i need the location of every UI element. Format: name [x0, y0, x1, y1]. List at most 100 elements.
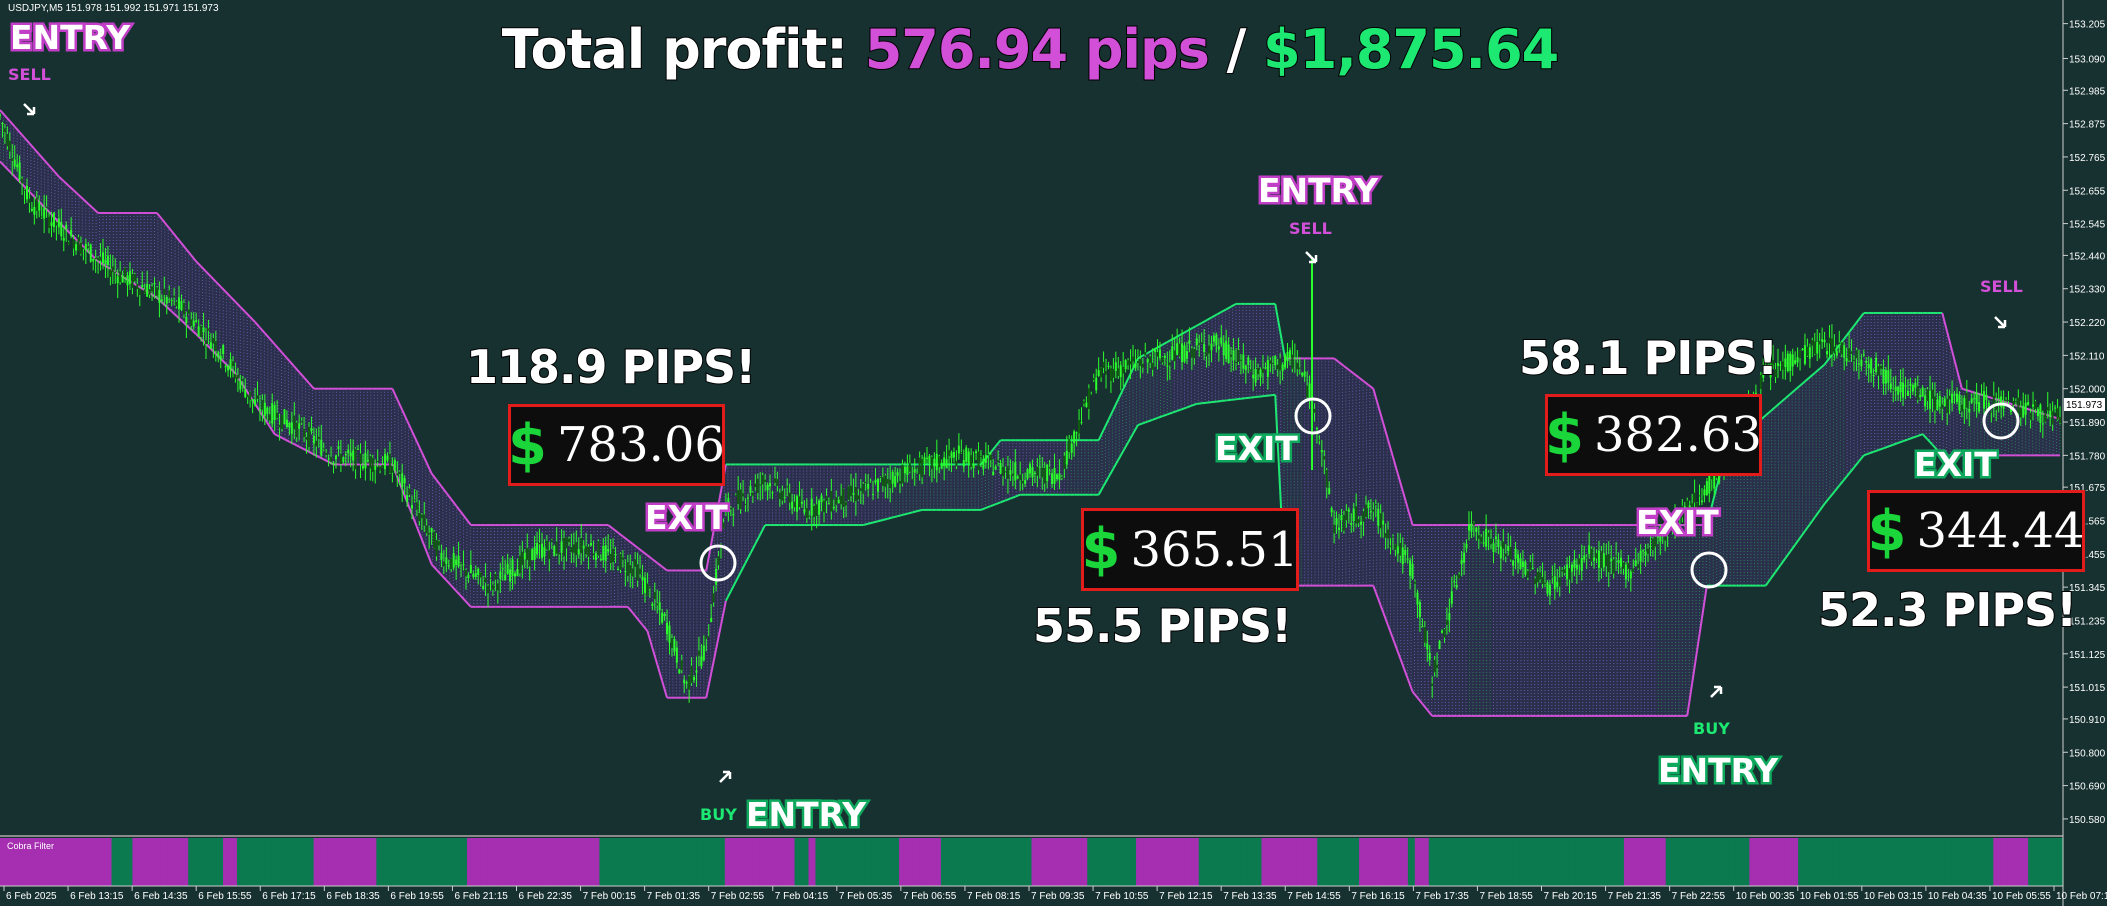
candle-body	[2029, 412, 2032, 420]
band-edge	[1112, 459, 1120, 470]
candle-body	[685, 682, 688, 684]
candle-body	[1892, 389, 1895, 391]
band-edge	[254, 321, 261, 329]
candle-body	[1313, 408, 1316, 413]
candle-body	[175, 301, 178, 307]
candle-body	[705, 636, 708, 639]
band-edge	[411, 430, 418, 443]
candle-body	[1222, 342, 1225, 356]
candle-body	[1433, 659, 1436, 673]
candle-body	[415, 502, 418, 510]
candle-body	[75, 244, 78, 251]
band-edge	[455, 505, 462, 513]
candle-body	[776, 478, 779, 487]
y-tick-label: 151.235	[2069, 616, 2106, 627]
filter-bar	[571, 838, 580, 886]
filter-bar	[2014, 838, 2022, 886]
y-tick-label: 151.015	[2069, 683, 2106, 694]
candle-body	[2017, 397, 2020, 414]
filter-bar	[1177, 838, 1186, 886]
band-edge	[166, 306, 173, 313]
candle-body	[1519, 558, 1522, 570]
filter-bar	[1833, 838, 1841, 886]
filter-bar	[1226, 838, 1235, 886]
filter-bar	[731, 838, 740, 886]
candle-body	[138, 288, 141, 295]
candle-body	[563, 537, 566, 557]
candle-body	[268, 414, 271, 421]
candle-body	[653, 591, 656, 600]
candle-body	[1612, 559, 1615, 574]
filter-bar	[453, 838, 461, 886]
filter-bar	[1930, 838, 1939, 886]
band-edge	[1686, 683, 1694, 717]
candle-body	[261, 400, 264, 410]
candle-body	[1845, 357, 1848, 362]
band-edge	[1696, 618, 1703, 651]
candle-body	[1870, 358, 1873, 374]
candle-body	[1136, 360, 1139, 363]
dollar-icon: $	[1081, 517, 1121, 582]
candle-body	[1306, 385, 1309, 398]
candle-body	[494, 573, 497, 580]
band-edge	[190, 254, 197, 263]
candle-body	[1806, 346, 1809, 356]
title-prefix: Total profit:	[501, 17, 865, 82]
filter-bar	[362, 838, 370, 886]
filter-bar	[1059, 838, 1067, 886]
x-tick-label: 10 Feb 07:15	[2056, 891, 2107, 902]
candle-body	[717, 556, 720, 566]
band-edge	[887, 516, 893, 520]
candle-body	[1357, 519, 1360, 524]
band-edge	[4, 114, 11, 122]
filter-bar	[1637, 838, 1646, 886]
filter-bar	[1805, 838, 1813, 886]
candle-body	[1342, 515, 1345, 531]
x-tick-label: 7 Feb 14:55	[1287, 891, 1341, 902]
band-edge	[1823, 357, 1831, 366]
filter-bar	[1066, 838, 1074, 886]
candle-body	[631, 568, 634, 577]
band-edge	[13, 125, 21, 133]
band-edge	[1401, 664, 1409, 679]
candle-body	[756, 478, 759, 494]
filter-bar	[689, 838, 698, 886]
filter-bar	[1547, 838, 1555, 886]
filter-bar	[1596, 838, 1604, 886]
candle-body	[393, 460, 396, 471]
candle-body	[891, 471, 894, 484]
candle-body	[1372, 509, 1375, 512]
filter-bar	[1888, 838, 1897, 886]
candle-body	[244, 389, 247, 398]
candle-body	[124, 267, 127, 278]
filter-bar	[459, 838, 468, 886]
profit-value-2: 365.51	[1130, 521, 1299, 578]
candle-body	[182, 303, 185, 315]
band-edge	[1122, 441, 1129, 452]
candle-body	[1261, 368, 1264, 374]
filter-bar	[69, 838, 78, 886]
candle-body	[982, 458, 985, 469]
candle-body	[1, 122, 4, 125]
candle-body	[950, 452, 953, 459]
candle-body	[646, 583, 649, 596]
candle-body	[1980, 394, 1983, 396]
candle-body	[1877, 366, 1880, 376]
candle-body	[21, 178, 24, 184]
candle-body	[992, 471, 995, 475]
candle-body	[1117, 368, 1120, 377]
filter-bar	[759, 838, 768, 886]
candle-body	[1156, 351, 1159, 357]
filter-bar	[599, 838, 607, 886]
candle-body	[1588, 545, 1591, 554]
band-edge	[1000, 499, 1006, 504]
filter-bar	[815, 838, 824, 886]
filter-bar	[285, 838, 294, 886]
band-edge	[1348, 368, 1355, 375]
filter-bar	[264, 838, 273, 886]
candle-body	[2051, 411, 2054, 425]
sell-arrow-icon	[1994, 316, 2007, 329]
band-edge	[1176, 408, 1183, 412]
candle-body	[636, 564, 639, 581]
